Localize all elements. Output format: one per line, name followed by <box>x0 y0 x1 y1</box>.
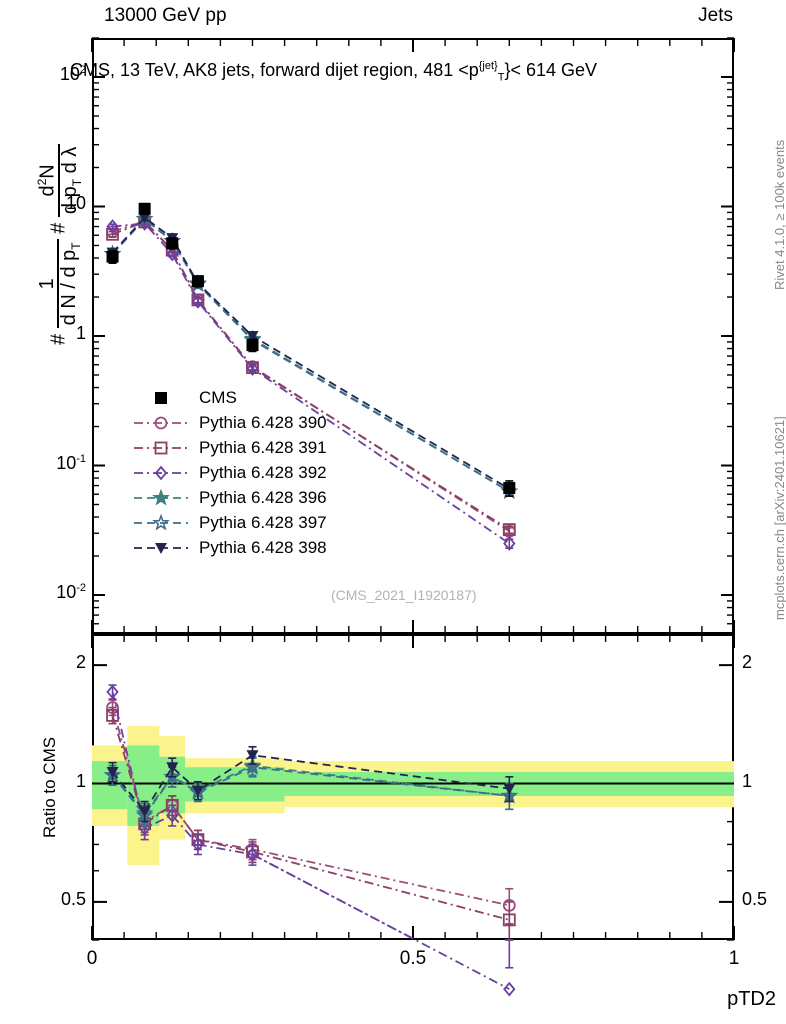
main-marker-2-0 <box>106 219 119 234</box>
ratio-marker-2-4 <box>246 847 259 862</box>
title-post: }< 614 GeV <box>504 60 598 80</box>
ratio-marker-5-1 <box>138 806 151 818</box>
legend-row-4[interactable]: Pythia 6.428 396 <box>133 485 327 510</box>
legend-label-3: Pythia 6.428 392 <box>199 462 327 482</box>
legend-label-0: CMS <box>199 387 237 407</box>
y-tick-main-0: 102 <box>59 63 86 84</box>
y-tick-main-3: 10-1 <box>56 452 86 473</box>
x-axis-label: pTD2 <box>727 988 776 1010</box>
x-tick-1: 0.5 <box>399 948 427 969</box>
y-tick-ratio-left-2: 0.5 <box>60 888 86 909</box>
legend-key-triangle-down-filled <box>133 538 189 558</box>
header-collision-energy: 13000 GeV pp <box>104 5 227 26</box>
main-line-4 <box>111 217 510 493</box>
ratio-marker-4-4 <box>243 757 262 775</box>
main-marker-2-2 <box>166 246 179 262</box>
legend-key-star-open <box>133 513 189 533</box>
main-line-1 <box>112 220 510 531</box>
main-marker-2-4 <box>246 361 259 377</box>
legend-row-2[interactable]: Pythia 6.428 391 <box>133 435 327 460</box>
legend-key-star-filled <box>133 488 189 508</box>
y-tick-main-1: 10 <box>65 193 86 214</box>
ratio-marker-2-3 <box>191 837 205 852</box>
ratio-line-1 <box>111 715 510 921</box>
y-tick-ratio-right-0: 2 <box>742 652 753 673</box>
main-marker-6-3 <box>191 275 204 288</box>
legend-row-3[interactable]: Pythia 6.428 392 <box>133 460 327 485</box>
main-marker-6-1 <box>138 202 151 215</box>
ratio-marker-5-5 <box>503 783 516 795</box>
legend-row-6[interactable]: Pythia 6.428 398 <box>133 535 327 560</box>
legend-row-1[interactable]: Pythia 6.428 390 <box>133 410 327 435</box>
main-marker-1-5 <box>502 523 516 536</box>
legend-key-circle-open <box>133 413 189 433</box>
x-tick-0: 0 <box>86 948 98 969</box>
ratio-marker-1-5 <box>502 913 516 927</box>
ratio-clip-line-392 <box>252 853 417 941</box>
ratio-marker-5-3 <box>191 785 204 797</box>
main-marker-6-4 <box>246 339 259 352</box>
main-marker-5-1 <box>138 212 151 224</box>
y-tick-main-2: 1 <box>75 323 86 343</box>
ratio-line-5 <box>111 754 510 813</box>
title-subscript: T <box>497 71 505 84</box>
plot-title: CMS, 13 TeV, AK8 jets, forward dijet reg… <box>70 60 597 84</box>
plot-legend: CMS Pythia 6.428 390 Pythia 6.428 391 Pythi… <box>133 385 327 560</box>
ratio-line-0 <box>111 707 510 907</box>
main-line-5 <box>111 216 510 490</box>
ratio-marker-2-5 <box>503 981 516 997</box>
ratio-marker-5-4 <box>246 750 259 762</box>
legend-label-2: Pythia 6.428 391 <box>199 437 327 457</box>
y-tick-ratio-left-0: 2 <box>75 652 86 673</box>
y-tick-main-4: 10-2 <box>56 582 86 602</box>
ratio-marker-2-0 <box>106 684 119 700</box>
main-marker-5-4 <box>246 331 259 342</box>
ratio-marker-5-2 <box>166 762 179 774</box>
title-pre: CMS, 13 TeV, AK8 jets, forward dijet reg… <box>70 60 479 80</box>
main-marker-6-2 <box>166 237 179 250</box>
y-tick-ratio-left-1: 1 <box>75 770 86 791</box>
main-marker-2-3 <box>191 293 205 309</box>
y-tick-ratio-right-1: 1 <box>742 770 753 791</box>
legend-label-1: Pythia 6.428 390 <box>199 412 327 432</box>
legend-row-0[interactable]: CMS <box>133 385 327 410</box>
header-category: Jets <box>698 5 733 26</box>
legend-key-diamond-open <box>133 463 189 483</box>
title-superscript: {jet} <box>478 60 498 72</box>
main-marker-6-0 <box>106 250 119 263</box>
main-marker-6-5 <box>503 482 516 495</box>
x-tick-2: 1 <box>728 948 740 969</box>
ratio-marker-2-2 <box>166 807 179 823</box>
legend-row-5[interactable]: Pythia 6.428 397 <box>133 510 327 535</box>
legend-label-4: Pythia 6.428 396 <box>199 487 327 507</box>
legend-key-square-filled <box>133 388 189 408</box>
analysis-id-watermark: (CMS_2021_I1920187) <box>331 587 477 603</box>
main-marker-2-5 <box>503 536 516 551</box>
ratio-marker-5-0 <box>106 766 119 778</box>
legend-key-square-open <box>133 438 189 458</box>
y-tick-ratio-right-2: 0.5 <box>742 888 768 909</box>
legend-label-6: Pythia 6.428 398 <box>199 537 327 557</box>
ratio-line-4 <box>111 766 510 817</box>
legend-label-5: Pythia 6.428 397 <box>199 512 327 532</box>
